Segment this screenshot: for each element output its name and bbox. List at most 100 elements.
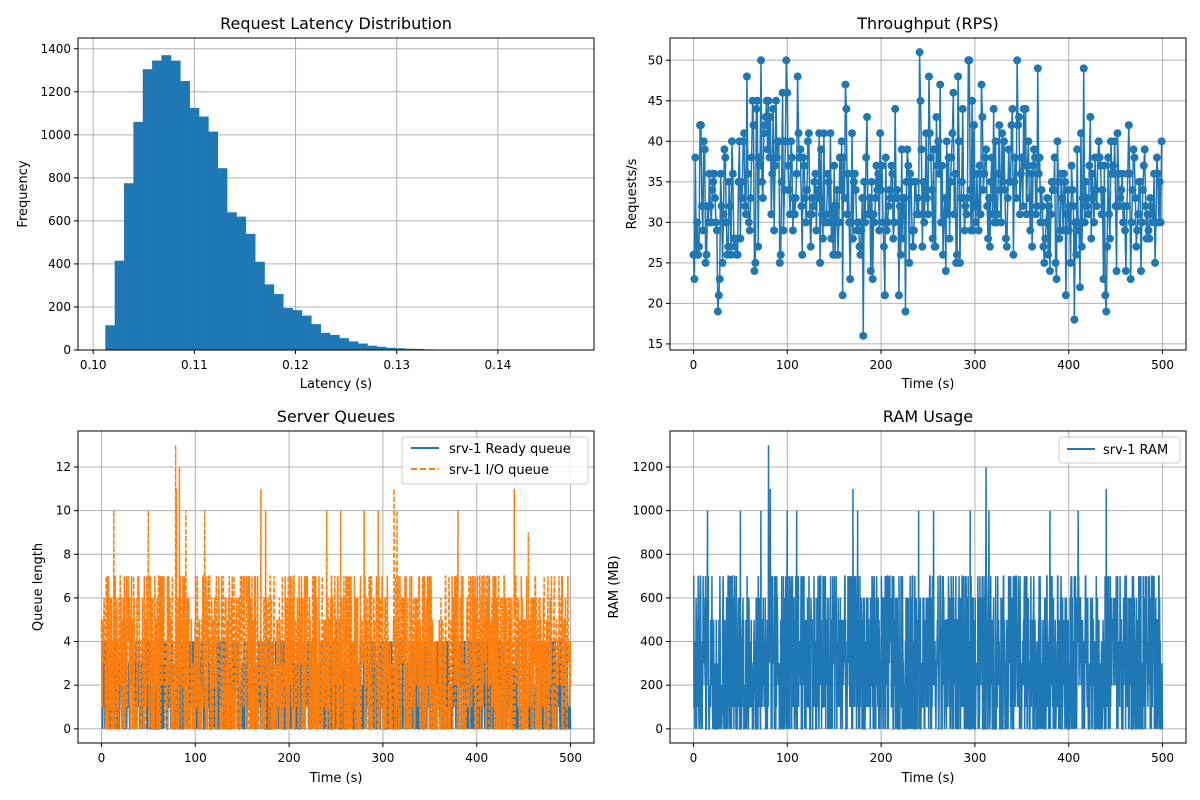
y-tick-label: 1000 (632, 504, 663, 518)
data-point (1018, 202, 1027, 211)
data-point (1047, 177, 1056, 186)
ram-usage-panel: 0 100 200 300 400 500 0 200 400 600 800 1000 1200 R… (607, 407, 1187, 786)
data-point (1015, 210, 1024, 219)
y-tick-label: 600 (640, 591, 663, 605)
data-point (887, 161, 896, 170)
histogram-bar (189, 107, 200, 350)
data-point (1153, 169, 1162, 178)
data-point (1061, 291, 1070, 300)
data-point (980, 169, 989, 178)
data-point (1139, 161, 1148, 170)
data-point (842, 104, 851, 113)
data-point (882, 226, 891, 235)
data-point (1145, 234, 1154, 243)
data-point (764, 96, 773, 105)
data-point (1003, 194, 1012, 203)
data-point (968, 96, 977, 105)
data-point (963, 194, 972, 203)
histogram-bar (311, 324, 321, 350)
data-point (819, 129, 828, 138)
data-point (1001, 234, 1010, 243)
data-point (796, 145, 805, 154)
data-point (1002, 242, 1011, 251)
data-point (1102, 307, 1111, 316)
data-point (1127, 218, 1136, 227)
data-point (1119, 218, 1128, 227)
data-point (1089, 194, 1098, 203)
histogram-bar (414, 348, 424, 350)
axes-frame (77, 37, 595, 351)
histogram-bar (264, 284, 275, 350)
data-point (932, 113, 941, 122)
data-point (983, 202, 992, 211)
data-point (1100, 161, 1109, 170)
data-point (875, 226, 884, 235)
data-point (942, 137, 951, 146)
x-axis-label: Time (s) (309, 771, 363, 786)
data-point (726, 202, 735, 211)
x-tick-label: 0.10 (80, 358, 107, 372)
data-point (1036, 218, 1045, 227)
data-point (1079, 64, 1088, 73)
data-point (838, 291, 847, 300)
data-point (1060, 177, 1069, 186)
x-tick-label: 400 (1057, 358, 1080, 372)
data-point (1108, 161, 1117, 170)
data-point (999, 177, 1008, 186)
data-point (811, 169, 820, 178)
data-point (969, 226, 978, 235)
data-point (742, 72, 751, 81)
data-point (972, 169, 981, 178)
data-point (772, 96, 781, 105)
server-queues-panel: 0 100 200 300 400 500 0 2 4 6 8 10 12 Server Queues… (31, 407, 595, 786)
data-point (841, 80, 850, 89)
data-point (1031, 210, 1040, 219)
legend-box (401, 436, 589, 485)
x-axis-label: Time (s) (901, 771, 955, 786)
data-point (839, 153, 848, 162)
y-tick-label: 1400 (40, 42, 71, 56)
data-point (747, 153, 756, 162)
x-tick-label: 300 (963, 751, 986, 765)
data-point (879, 242, 888, 251)
data-point (877, 185, 886, 194)
histogram-bar (161, 55, 172, 350)
data-point (1132, 242, 1141, 251)
histogram-bar (395, 348, 406, 350)
y-tick-label: 4 (63, 635, 71, 649)
data-point (745, 226, 754, 235)
data-point (869, 210, 878, 219)
data-point (1141, 202, 1150, 211)
data-point (987, 153, 996, 162)
data-point (834, 218, 843, 227)
data-point (1098, 185, 1107, 194)
data-point (939, 250, 948, 259)
data-point (948, 129, 957, 138)
data-point (1042, 218, 1051, 227)
data-point (1062, 210, 1071, 219)
histogram-bar (226, 212, 237, 350)
data-point (1125, 169, 1134, 178)
y-tick-label: 800 (640, 547, 663, 561)
x-tick-label: 200 (870, 751, 893, 765)
data-point (973, 202, 982, 211)
data-point (808, 194, 817, 203)
data-point (1024, 137, 1033, 146)
data-point (806, 242, 815, 251)
histogram-bar (273, 294, 284, 350)
data-point (865, 194, 874, 203)
data-point (719, 210, 728, 219)
data-point (918, 242, 927, 251)
data-point (994, 169, 1003, 178)
data-point (957, 177, 966, 186)
data-point (1099, 275, 1108, 284)
data-point (943, 210, 952, 219)
data-point (866, 266, 875, 275)
data-point (743, 169, 752, 178)
data-point (691, 153, 700, 162)
y-axis-label: Frequency (16, 160, 31, 227)
x-tick-label: 200 (870, 358, 893, 372)
data-point (836, 185, 845, 194)
data-point (904, 161, 913, 170)
data-point (929, 145, 938, 154)
